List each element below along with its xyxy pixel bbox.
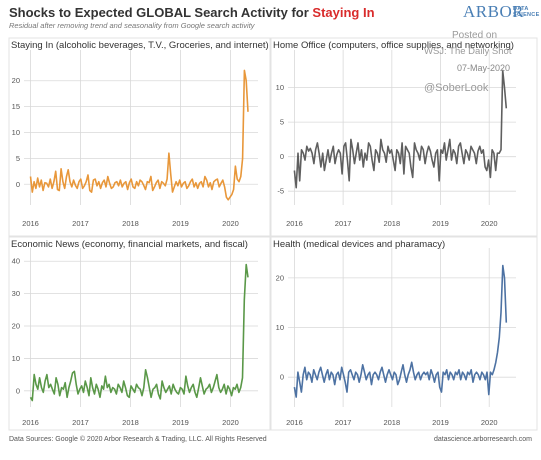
y-tick-label: 40 [12,257,20,266]
panel-frame [270,236,538,431]
x-tick-label: 2020 [481,418,498,427]
x-tick-label: 2017 [335,219,352,228]
footer-url: datascience.arborresearch.com [433,436,532,443]
y-tick-label: 0 [16,180,20,189]
x-tick-label: 2017 [335,418,352,427]
logo-tagline: DATA SCIENCE [513,6,540,18]
y-tick-label: 10 [12,128,20,137]
x-tick-label: 2020 [481,219,498,228]
panel-frame [270,37,538,237]
chart-subtitle: Residual after removing trend and season… [9,21,255,30]
y-tick-label: 0 [280,152,284,161]
x-tick-label: 2017 [72,219,89,228]
x-tick-label: 2016 [286,418,303,427]
series-line [29,263,249,402]
panel-title: Home Office (computers, office supplies,… [273,40,514,51]
panel-title: Staying In (alcoholic beverages, T.V., G… [11,40,269,51]
x-tick-label: 2018 [122,418,139,427]
y-tick-label: 15 [12,102,20,111]
y-tick-label: 0 [280,373,284,382]
title-highlight: Staying In [312,5,375,20]
y-tick-label: 20 [12,76,20,85]
panel-title: Health (medical devices and pharamacy) [273,239,445,250]
arbor-logo: ARBOR DATA SCIENCE [463,2,539,24]
x-tick-label: 2020 [222,219,239,228]
y-tick-label: 5 [280,118,284,127]
x-tick-label: 2020 [222,418,239,427]
x-tick-label: 2018 [383,418,400,427]
y-tick-label: 5 [16,154,20,163]
logo-wordmark: ARBOR [463,2,525,21]
watermark-posted-on: Posted on [452,30,498,41]
series-line [29,69,249,201]
y-tick-label: 0 [16,386,20,395]
x-tick-label: 2016 [22,418,39,427]
x-tick-label: 2016 [22,219,39,228]
x-tick-label: 2019 [172,418,189,427]
x-tick-label: 2016 [286,219,303,228]
watermark-date: 07-May-2020 [457,63,511,73]
x-tick-label: 2018 [122,219,139,228]
y-tick-label: 30 [12,289,20,298]
series-line [293,69,508,189]
series-line [293,264,508,398]
panel-title: Economic News (economy, financial market… [11,239,248,250]
x-tick-label: 2019 [432,219,449,228]
y-tick-label: 10 [12,354,20,363]
x-tick-label: 2019 [172,219,189,228]
panel-frame [8,37,271,237]
x-tick-label: 2018 [383,219,400,228]
footer-source: Data Sources: Google © 2020 Arbor Resear… [9,436,267,443]
x-tick-label: 2017 [72,418,89,427]
y-tick-label: 20 [276,273,284,282]
y-tick-label: 20 [12,322,20,331]
y-tick-label: 10 [276,83,284,92]
x-tick-label: 2019 [432,418,449,427]
watermark-source: WSJ: The Daily Shot [424,46,512,57]
y-tick-label: -5 [277,187,284,196]
watermark-handle: @SoberLook [424,82,489,94]
chart-title: Shocks to Expected GLOBAL Search Activit… [9,5,375,20]
y-tick-label: 10 [276,323,284,332]
panel-frame [8,236,271,431]
